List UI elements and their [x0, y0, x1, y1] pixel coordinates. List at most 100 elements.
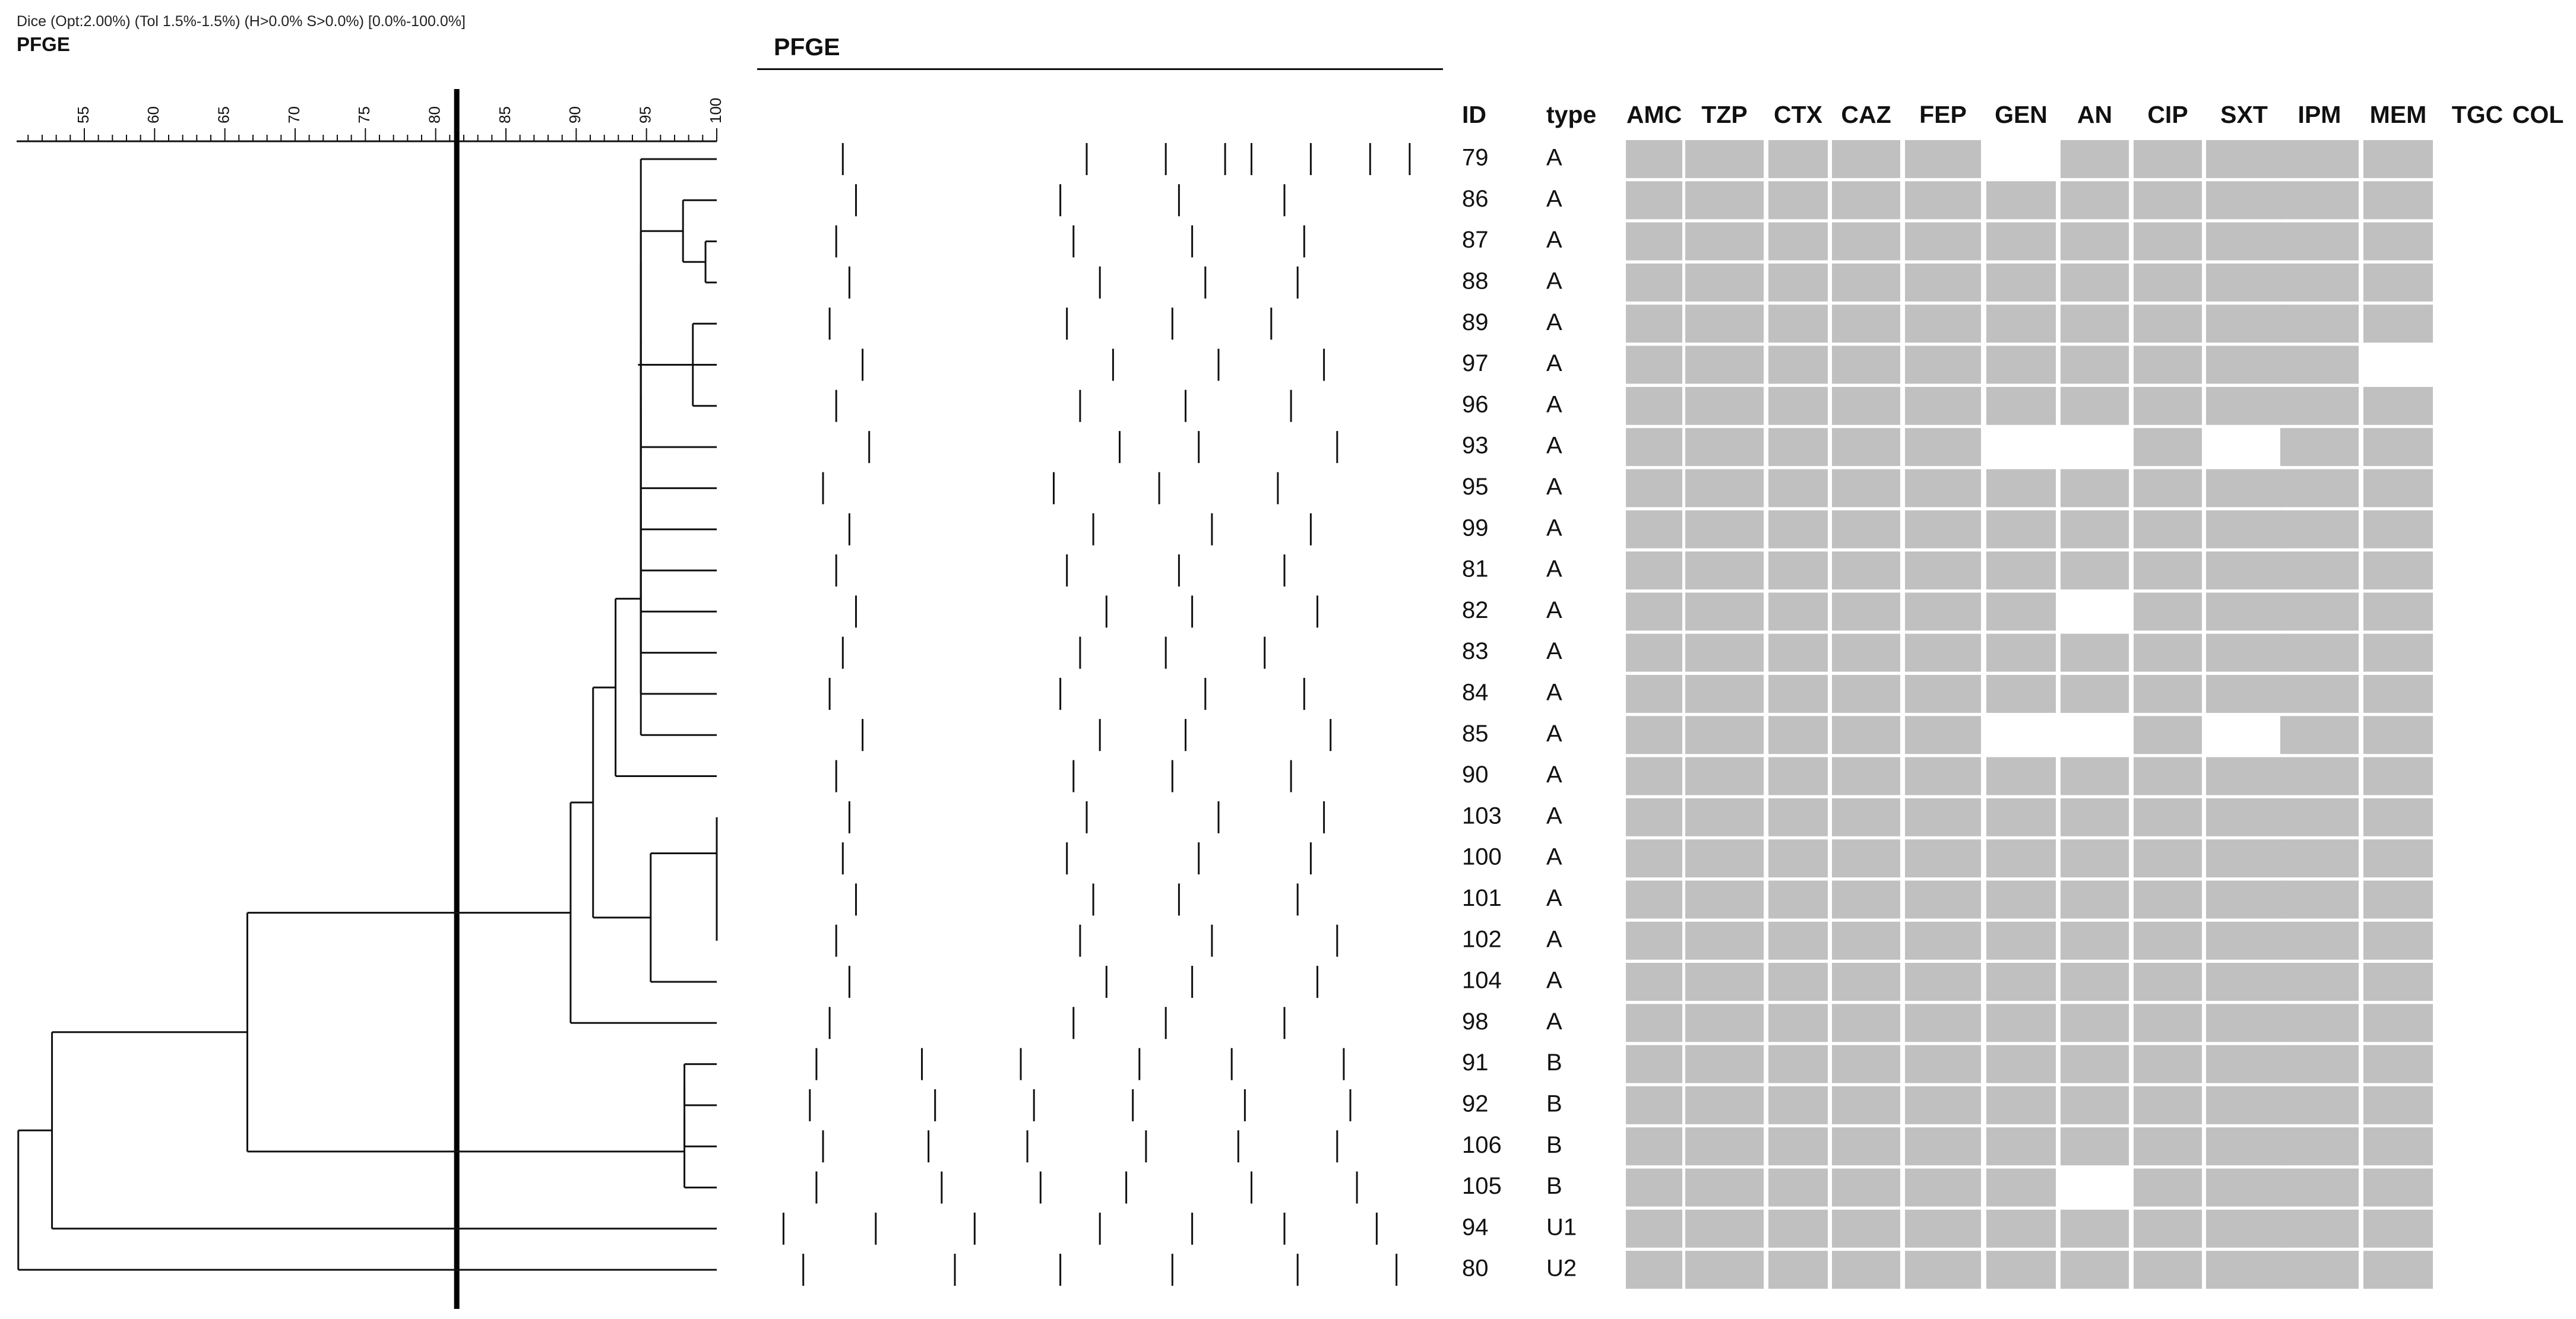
resistance-cell	[2280, 880, 2359, 919]
resistance-cell	[2280, 1086, 2359, 1124]
scale-tick-label: 60	[144, 106, 162, 123]
resistance-cell	[1768, 1251, 1828, 1289]
resistance-cell	[2363, 1168, 2433, 1207]
resistance-cell	[1905, 263, 1981, 302]
resistance-cell	[1768, 140, 1828, 178]
resistance-cell	[1905, 839, 1981, 878]
isolate-id: 82	[1462, 597, 1489, 623]
resistance-cell	[1626, 181, 1682, 220]
resistance-cell	[2280, 674, 2359, 713]
resistance-cell	[1626, 1045, 1682, 1083]
resistance-cell	[2134, 1209, 2202, 1248]
pfge-type: A	[1546, 926, 1562, 952]
resistance-cell	[1905, 1168, 1981, 1207]
resistance-cell	[1626, 222, 1682, 261]
isolate-id: 93	[1462, 433, 1489, 459]
resistance-cell	[1986, 263, 2056, 302]
pfge-type: A	[1546, 268, 1562, 294]
resistance-cell	[1626, 386, 1682, 425]
resistance-cell	[1685, 880, 1764, 919]
resistance-cell	[1768, 469, 1828, 508]
resistance-cell	[2061, 1086, 2129, 1124]
resistance-cell	[1905, 716, 1981, 754]
resistance-cell	[2134, 633, 2202, 672]
isolate-id: 97	[1462, 350, 1489, 376]
resistance-cell	[1626, 921, 1682, 960]
pfge-type: A	[1546, 474, 1562, 500]
resistance-cell	[1832, 839, 1900, 878]
resistance-cell	[2061, 798, 2129, 836]
antibiotic-header: CAZ	[1841, 101, 1891, 128]
resistance-cell	[1905, 386, 1981, 425]
isolate-id: 100	[1462, 844, 1502, 870]
type-column-header: type	[1546, 101, 1596, 128]
resistance-cell	[2061, 839, 2129, 878]
resistance-cell	[1685, 181, 1764, 220]
resistance-cell	[1986, 798, 2056, 836]
pfge-type: A	[1546, 597, 1562, 623]
pfge-type: A	[1546, 1009, 1562, 1035]
resistance-cell	[1905, 305, 1981, 343]
isolate-id: 99	[1462, 515, 1489, 541]
scale-tick-label: 70	[285, 106, 303, 123]
resistance-cell	[2280, 386, 2359, 425]
resistance-cell	[2280, 921, 2359, 960]
resistance-cell	[1685, 1127, 1764, 1166]
resistance-cell	[2363, 1209, 2433, 1248]
resistance-cell	[1986, 386, 2056, 425]
resistance-cell	[2134, 263, 2202, 302]
resistance-cell	[2280, 181, 2359, 220]
resistance-cell	[2206, 880, 2282, 919]
isolate-id: 91	[1462, 1050, 1489, 1076]
resistance-cell	[1905, 140, 1981, 178]
antibiotic-header: CIP	[2147, 101, 2188, 128]
resistance-cell	[2134, 305, 2202, 343]
resistance-cell	[1685, 674, 1764, 713]
isolate-id: 81	[1462, 556, 1489, 582]
resistance-cell	[2061, 633, 2129, 672]
resistance-cell	[1685, 386, 1764, 425]
resistance-cell	[1768, 633, 1828, 672]
resistance-cell	[1905, 1209, 1981, 1248]
pfge-type: A	[1546, 145, 1562, 171]
resistance-cell	[2134, 1045, 2202, 1083]
resistance-cell	[1685, 1004, 1764, 1042]
resistance-cell	[2134, 1127, 2202, 1166]
resistance-cell	[1768, 716, 1828, 754]
resistance-cell	[1768, 1168, 1828, 1207]
resistance-cell	[1832, 880, 1900, 919]
resistance-cell	[2134, 510, 2202, 548]
resistance-cell	[2280, 551, 2359, 589]
resistance-cell	[1626, 345, 1682, 384]
resistance-cell	[1768, 1209, 1828, 1248]
resistance-cell	[1626, 1209, 1682, 1248]
resistance-cell	[2061, 263, 2129, 302]
resistance-cell	[1768, 222, 1828, 261]
resistance-cell	[1986, 181, 2056, 220]
resistance-cell	[2280, 839, 2359, 878]
isolate-id: 92	[1462, 1090, 1489, 1117]
isolate-id: 103	[1462, 803, 1502, 829]
resistance-cell	[2134, 140, 2202, 178]
resistance-cell	[1626, 716, 1682, 754]
resistance-cell	[1768, 798, 1828, 836]
figure-title: PFGE	[17, 33, 70, 55]
resistance-cell	[1685, 551, 1764, 589]
isolate-id: 106	[1462, 1132, 1502, 1158]
resistance-cell	[1768, 510, 1828, 548]
resistance-cell	[2206, 181, 2282, 220]
resistance-cell	[2134, 592, 2202, 631]
resistance-cell	[1832, 1045, 1900, 1083]
resistance-cell	[2280, 263, 2359, 302]
resistance-cell	[1986, 921, 2056, 960]
resistance-cell	[1832, 1004, 1900, 1042]
resistance-cell	[2061, 1127, 2129, 1166]
isolate-id: 84	[1462, 679, 1489, 705]
resistance-cell	[1986, 963, 2056, 1001]
isolate-id: 101	[1462, 885, 1502, 911]
resistance-cell	[1626, 757, 1682, 795]
isolate-id: 94	[1462, 1214, 1489, 1240]
resistance-cell	[2280, 1168, 2359, 1207]
resistance-cell	[1685, 140, 1764, 178]
resistance-cell	[2061, 305, 2129, 343]
